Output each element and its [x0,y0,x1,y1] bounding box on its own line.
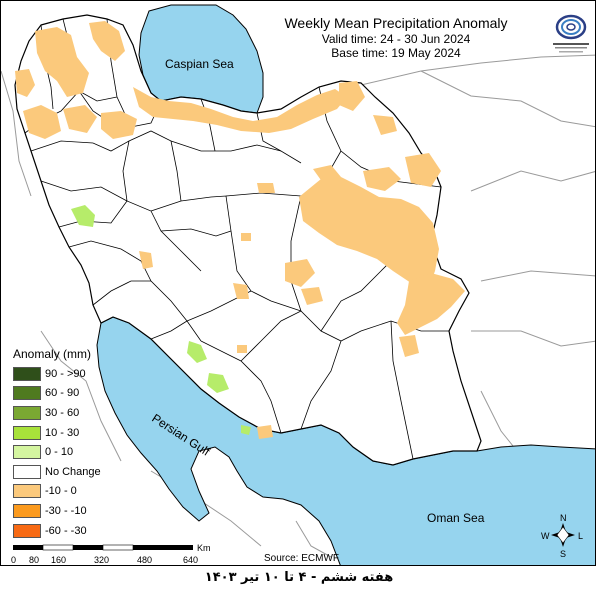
legend-item: 90 - >90 [13,364,115,384]
legend-label: 30 - 60 [45,406,80,419]
precipitation-map: Km 0 80 160 320 480 640 N S W L [1,4,595,565]
legend-swatch [13,503,41,518]
scale-tick: 160 [51,555,66,565]
legend-swatch [13,464,41,479]
legend: Anomaly (mm) 90 - >90 60 - 90 30 - 60 10 - … [13,347,115,540]
wet-anomaly-areas [71,205,251,435]
compass-rose: N S W L [541,513,583,559]
scale-tick: 640 [183,555,198,565]
legend-item: 10 - 30 [13,423,115,443]
legend-title: Anomaly (mm) [13,347,92,361]
legend-item: -10 - 0 [13,482,115,502]
valid-time: Valid time: 24 - 30 Jun 2024 [321,32,471,46]
oman-sea-label: Oman Sea [427,511,485,525]
legend-label: No Change [45,465,101,478]
legend-swatch [13,425,41,440]
legend-label: 0 - 10 [45,446,74,459]
compass-north: N [560,513,567,523]
legend-label: 60 - 90 [45,387,80,400]
legend-swatch [13,366,41,381]
scale-bar: Km 0 80 160 320 480 640 [11,543,211,565]
legend-label: 10 - 30 [45,426,80,439]
legend-label: 90 - >90 [45,367,86,380]
legend-swatch [13,445,41,460]
legend-swatch [13,523,41,538]
legend-label: -10 - 0 [45,485,77,498]
legend-label: -30 - -10 [45,504,87,517]
legend-swatch [13,484,41,499]
compass-east: L [578,531,583,541]
legend-item: 60 - 90 [13,384,115,404]
scale-tick: 480 [137,555,152,565]
legend-label: -60 - -30 [45,524,87,537]
dry-anomaly-areas [15,21,465,439]
map-title: Weekly Mean Precipitation Anomaly [284,15,508,31]
scale-tick: 0 [11,555,16,565]
map-frame: Km 0 80 160 320 480 640 N S W L [0,0,596,566]
caspian-sea-label: Caspian Sea [165,57,234,71]
legend-item: 0 - 10 [13,442,115,462]
footer-persian-date: هفته ششم - ۴ تا ۱۰ تیر ۱۴۰۳ [204,570,394,585]
base-time: Base time: 19 May 2024 [331,46,461,60]
legend-item: No Change [13,462,115,482]
map-title-block: Weekly Mean Precipitation Anomaly Valid … [251,15,541,60]
logo [553,14,589,53]
compass-south: S [560,549,566,559]
legend-swatch [13,386,41,401]
source-label: Source: ECMWF [264,553,340,564]
legend-item: -60 - -30 [13,521,115,541]
scale-unit: Km [197,543,211,553]
scale-tick: 320 [94,555,109,565]
legend-item: -30 - -10 [13,501,115,521]
legend-item: 30 - 60 [13,403,115,423]
compass-west: W [541,531,550,541]
scale-tick: 80 [29,555,39,565]
legend-swatch [13,405,41,420]
